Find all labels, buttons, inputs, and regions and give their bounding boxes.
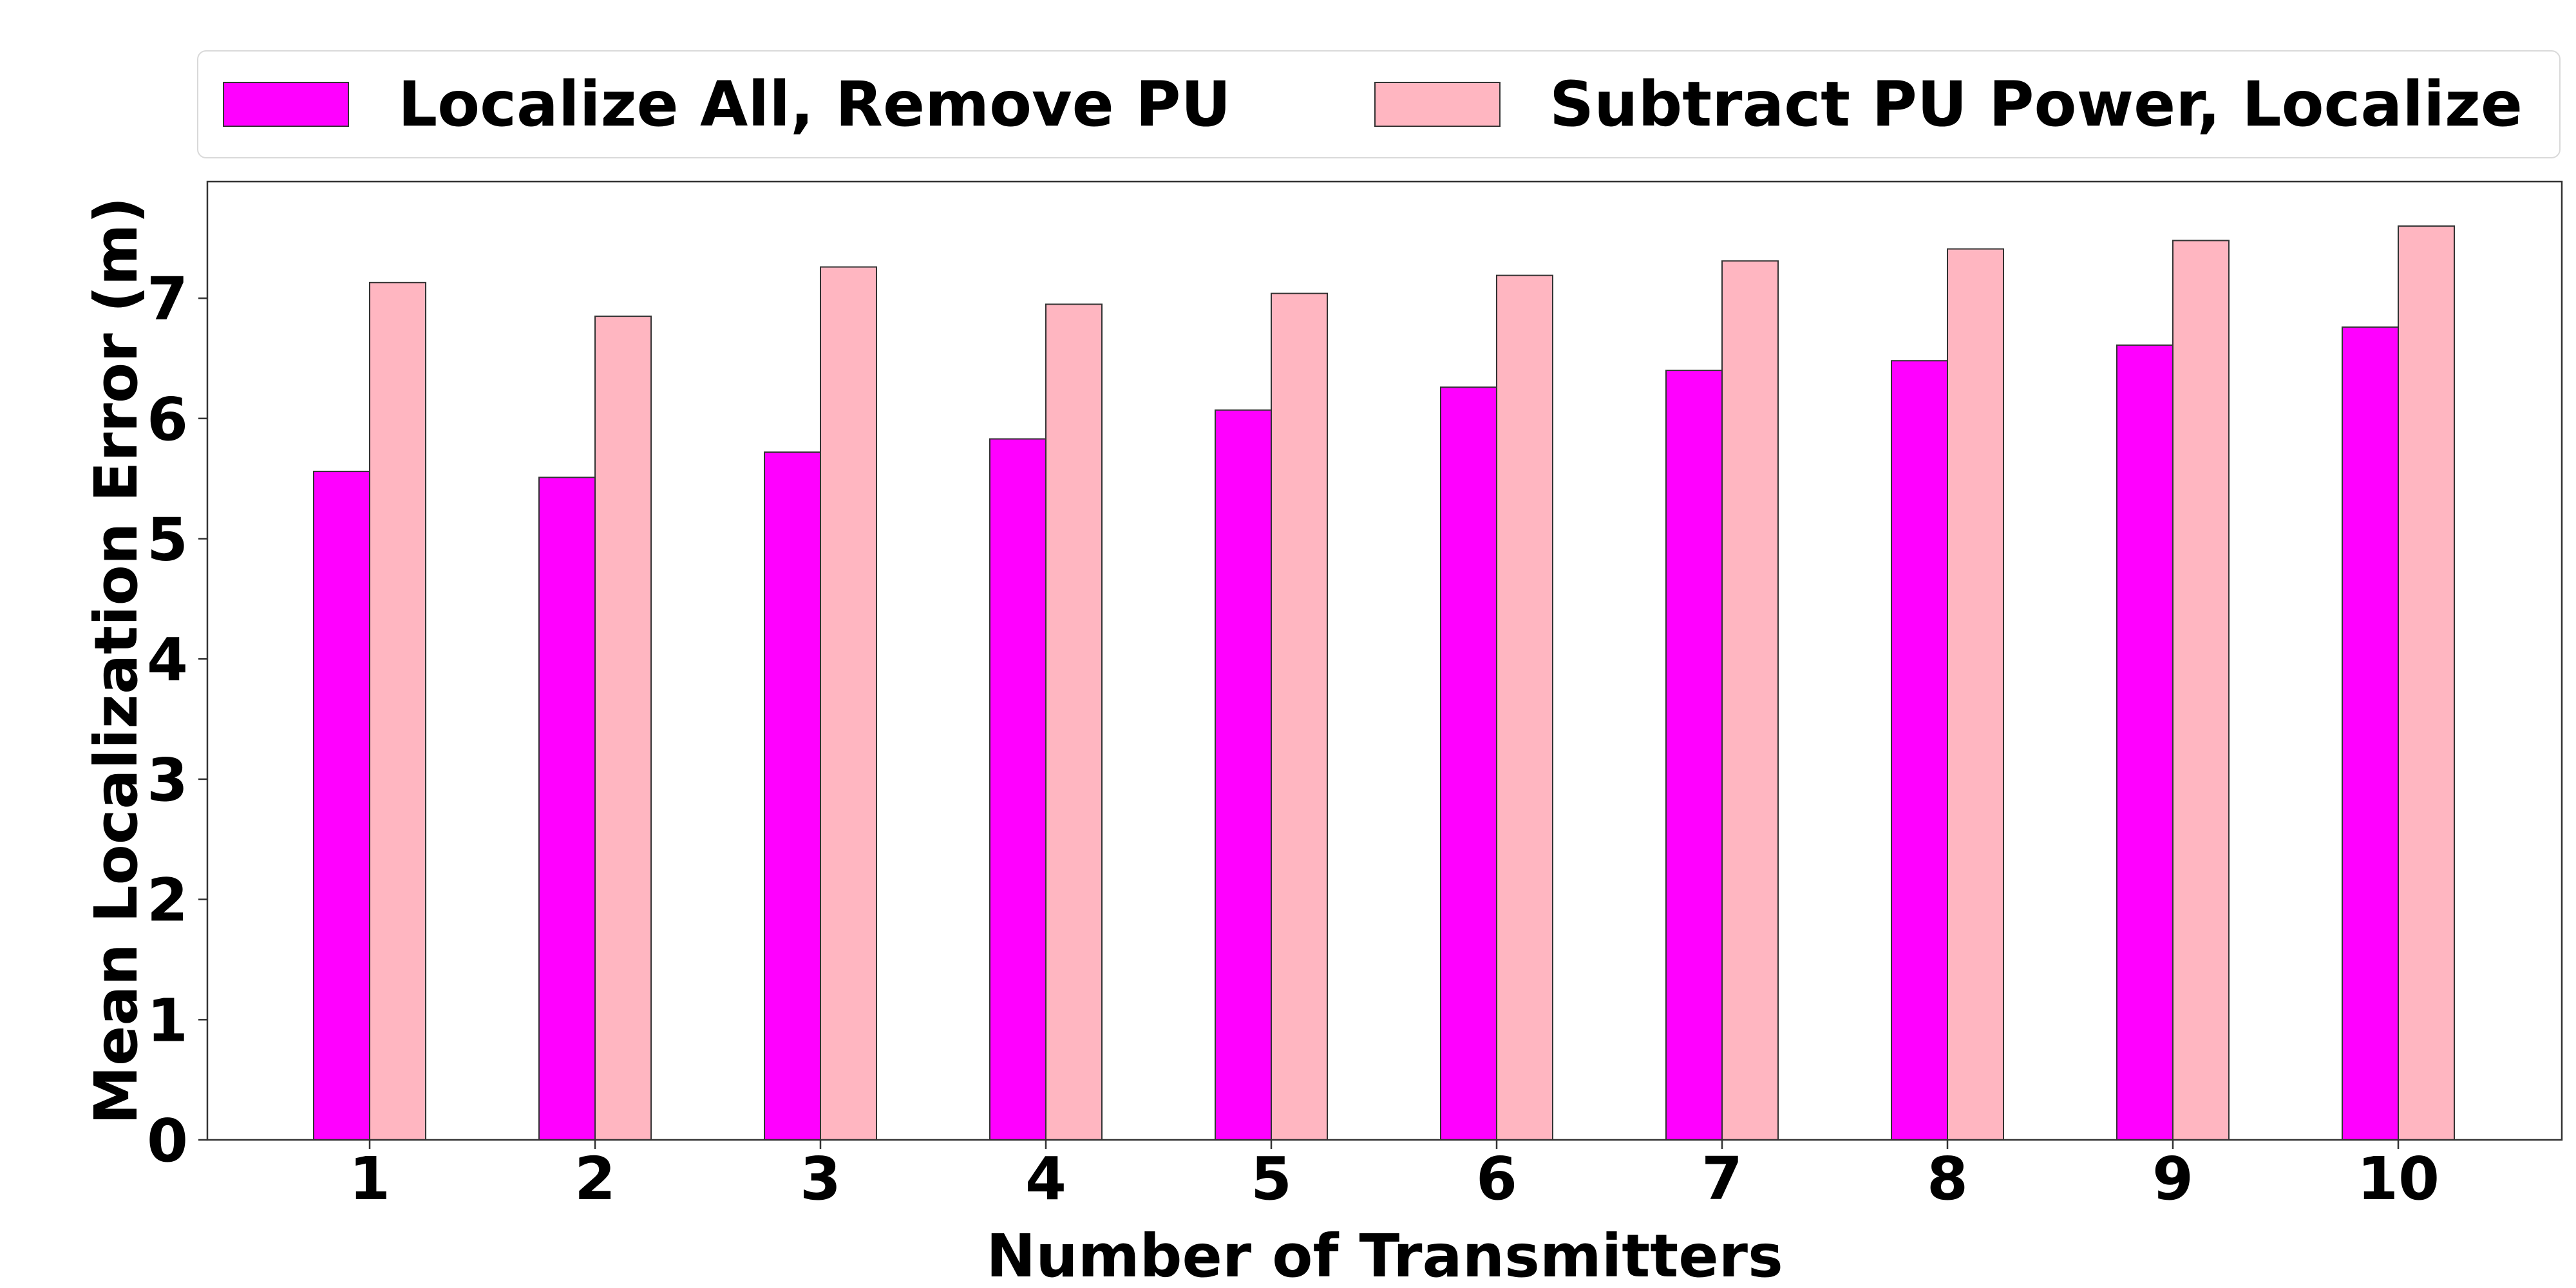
chart-legend: Localize All, Remove PU Subtract PU Powe… — [197, 50, 2561, 158]
y-axis: 0 1 2 3 4 5 6 7 — [147, 265, 207, 1175]
x-tick-label: 10 — [2357, 1144, 2439, 1213]
bar-series-1-category-4 — [989, 438, 1046, 1141]
x-tick-label: 8 — [1927, 1144, 1968, 1213]
bar-series-2-category-6 — [1496, 274, 1553, 1141]
bars-group — [313, 225, 2455, 1141]
bar-series-2-category-2 — [594, 316, 652, 1141]
bar-series-1-category-7 — [1665, 370, 1723, 1141]
x-tick-label: 7 — [1701, 1144, 1743, 1213]
legend-swatch-localize-all — [223, 82, 349, 127]
legend-entry-subtract-pu: Subtract PU Power, Localize — [1374, 52, 2523, 157]
x-tick-label: 6 — [1476, 1144, 1517, 1213]
bar-series-2-category-5 — [1271, 292, 1328, 1141]
bar-series-2-category-7 — [1721, 260, 1779, 1141]
bar-series-1-category-2 — [538, 477, 596, 1141]
y-tick-label: 6 — [147, 385, 188, 454]
legend-label-subtract-pu: Subtract PU Power, Localize — [1549, 68, 2523, 140]
plot-frame — [206, 180, 2563, 1141]
bar-series-2-category-8 — [1947, 248, 2004, 1141]
y-tick-label: 7 — [147, 265, 188, 334]
y-axis-label: Mean Localization Error (m) — [82, 196, 151, 1124]
legend-label-localize-all: Localize All, Remove PU — [398, 68, 1231, 140]
x-tick-label: 4 — [1025, 1144, 1066, 1213]
bar-series-1-category-3 — [764, 451, 821, 1141]
bar-series-1-category-1 — [313, 470, 370, 1141]
bar-series-2-category-4 — [1045, 303, 1103, 1141]
x-axis-label: Number of Transmitters — [986, 1222, 1783, 1288]
bar-series-2-category-9 — [2172, 240, 2230, 1141]
bar-series-1-category-9 — [2116, 344, 2174, 1141]
bar-series-2-category-10 — [2398, 225, 2455, 1141]
bar-series-1-category-10 — [2342, 326, 2399, 1141]
x-axis: 1 2 3 4 5 6 7 8 9 10 — [349, 1140, 2439, 1213]
y-tick-label: 1 — [147, 986, 188, 1055]
y-tick-label: 2 — [147, 866, 188, 935]
x-tick-label: 1 — [349, 1144, 390, 1213]
x-tick-label: 2 — [574, 1144, 616, 1213]
bar-series-1-category-5 — [1215, 409, 1272, 1141]
y-tick-label: 3 — [147, 746, 188, 815]
bar-series-1-category-8 — [1891, 360, 1948, 1141]
x-tick-label: 3 — [800, 1144, 841, 1213]
bar-series-2-category-3 — [820, 266, 877, 1141]
bar-series-2-category-1 — [369, 281, 426, 1141]
bar-series-1-category-6 — [1440, 386, 1497, 1141]
y-tick-label: 4 — [147, 625, 188, 694]
x-tick-label: 9 — [2152, 1144, 2193, 1213]
x-tick-label: 5 — [1251, 1144, 1292, 1213]
legend-swatch-subtract-pu — [1374, 82, 1501, 127]
legend-entry-localize-all: Localize All, Remove PU — [223, 52, 1231, 157]
y-tick-label: 5 — [147, 505, 188, 574]
y-tick-label: 0 — [147, 1106, 188, 1175]
